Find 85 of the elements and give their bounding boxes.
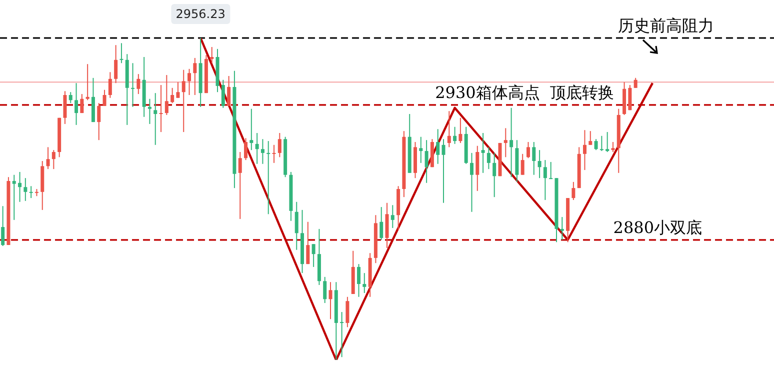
candlestick [611, 142, 615, 152]
candlestick [86, 64, 90, 101]
candlestick [136, 74, 140, 95]
candlestick [159, 84, 163, 133]
candlestick [510, 107, 514, 178]
candlestick [244, 138, 248, 161]
candlestick [312, 244, 316, 268]
candlestick [154, 92, 158, 146]
candlestick [419, 136, 423, 164]
candlestick [24, 178, 28, 202]
candlestick [74, 82, 78, 126]
candlestick [68, 92, 72, 104]
candlestick [476, 145, 480, 192]
candlestick [543, 160, 547, 200]
candlestick [102, 89, 106, 106]
candlestick [442, 138, 446, 204]
candlestick [1, 206, 5, 247]
candlestick [470, 152, 474, 212]
candlestick [176, 82, 180, 98]
candlestick [193, 57, 197, 96]
candlestick [260, 138, 264, 164]
candlestick [520, 153, 524, 176]
candlestick [255, 132, 259, 164]
candlestick [492, 152, 496, 198]
candlestick [549, 161, 553, 180]
candlestick [170, 87, 174, 104]
candlestick [80, 94, 84, 114]
candlestick [164, 74, 168, 116]
candlestick [628, 84, 632, 111]
candlestick [526, 142, 530, 159]
candlestick [250, 108, 254, 151]
candlestick [538, 150, 542, 179]
candlestick [481, 132, 485, 174]
candlestick [18, 171, 22, 202]
candlestick [588, 130, 592, 146]
ref-line-label: 2930箱体高点 顶底转换 [435, 83, 614, 102]
candlestick [447, 110, 451, 148]
candlestick [560, 216, 564, 240]
candlestick [131, 62, 135, 108]
candlestick [600, 135, 604, 152]
candlestick [188, 68, 192, 96]
candlestick [357, 264, 361, 298]
candlestick [210, 46, 214, 64]
candlestick [46, 146, 50, 170]
candlestick [328, 282, 332, 320]
candlestick [390, 204, 394, 228]
candlestick [52, 150, 56, 170]
candlestick [572, 181, 576, 200]
candlestick [114, 44, 118, 84]
ref-line-label: 历史前高阻力 [618, 16, 714, 36]
candlestick [182, 69, 186, 133]
candlestick [323, 276, 327, 304]
candlestick [380, 206, 384, 240]
candlestick [266, 140, 270, 215]
candlestick [453, 126, 457, 144]
candlestick [634, 77, 638, 88]
candlestick [346, 296, 350, 328]
candlestick [238, 151, 242, 220]
candlestick [594, 138, 598, 151]
candlestick [227, 75, 231, 106]
candlestick [340, 312, 344, 358]
candlestick [63, 90, 67, 124]
candlestick [294, 201, 298, 250]
candlestick [29, 186, 33, 199]
candlestick [458, 117, 462, 144]
candlestick [221, 79, 225, 108]
candlestick [108, 72, 112, 98]
candlestick [606, 132, 610, 152]
candlestick [12, 174, 16, 220]
candlestick [385, 202, 389, 248]
candlestick [97, 102, 101, 141]
candlestick [120, 42, 124, 64]
candlestick [278, 132, 282, 158]
candlestick [436, 128, 440, 164]
candlestick [424, 140, 428, 184]
candlestick [148, 98, 152, 124]
text: 2956.23 [170, 4, 230, 24]
candlestick [532, 142, 536, 176]
candlestick [504, 128, 508, 158]
candlestick [306, 221, 310, 265]
candlestick [582, 130, 586, 171]
candlestick [272, 144, 276, 164]
candlestick [362, 272, 366, 294]
ref-line-label: 2880小双底 [613, 218, 702, 238]
candlestick [486, 146, 490, 170]
